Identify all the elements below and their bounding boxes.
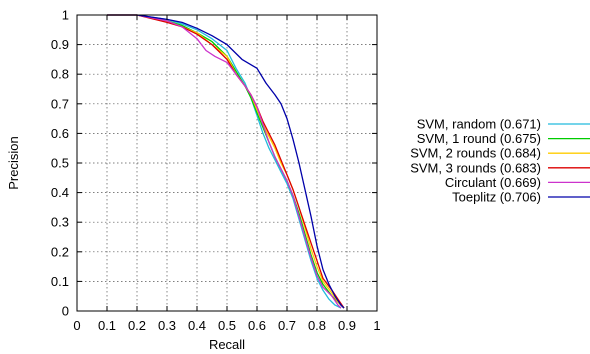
y-axis-label: Precision [6,136,21,189]
y-tick-label: 0.9 [51,37,69,52]
series-line-2 [107,14,345,309]
x-tick-label: 1 [373,318,380,333]
legend-label: Circulant (0.669) [445,175,541,190]
x-tick-label: 0.5 [218,318,236,333]
legend-label: SVM, random (0.671) [417,117,541,132]
y-tick-label: 0.5 [51,156,69,171]
y-tick-label: 0.2 [51,244,69,259]
x-tick-label: 0 [73,318,80,333]
series-lines [107,14,345,309]
x-tick-label: 0.6 [248,318,266,333]
x-tick-label: 0.4 [188,318,206,333]
legend: SVM, random (0.671)SVM, 1 round (0.675)S… [410,117,590,205]
x-tick-label: 0.7 [278,318,296,333]
y-tick-label: 0 [62,304,69,319]
y-tick-label: 0.4 [51,185,69,200]
y-tick-label: 0.3 [51,215,69,230]
x-tick-label: 0.3 [158,318,176,333]
y-tick-label: 1 [62,8,69,23]
series-line-3 [107,14,345,309]
legend-label: SVM, 3 rounds (0.683) [410,160,541,175]
series-line-6 [107,14,345,309]
grid-lines [77,15,377,311]
x-tick-label: 0.9 [338,318,356,333]
y-axis-ticks: 0 0.1 0.2 0.3 0.4 0.5 0.6 0.7 0.8 0.9 1 [51,8,377,319]
y-tick-label: 0.8 [51,67,69,82]
legend-label: SVM, 1 round (0.675) [417,131,541,146]
legend-label: Toeplitz (0.706) [452,190,541,205]
x-tick-label: 0.8 [308,318,326,333]
legend-label: SVM, 2 rounds (0.684) [410,146,541,161]
y-tick-label: 0.6 [51,126,69,141]
x-axis-ticks: 0 0.1 0.2 0.3 0.4 0.5 0.6 0.7 0.8 0.9 1 [73,15,381,333]
x-tick-label: 0.2 [128,318,146,333]
x-tick-label: 0.1 [98,318,116,333]
y-tick-label: 0.7 [51,96,69,111]
series-line-1 [107,14,342,309]
series-line-5 [107,14,342,309]
series-line-4 [107,14,345,309]
y-tick-label: 0.1 [51,274,69,289]
x-axis-label: Recall [209,337,245,352]
